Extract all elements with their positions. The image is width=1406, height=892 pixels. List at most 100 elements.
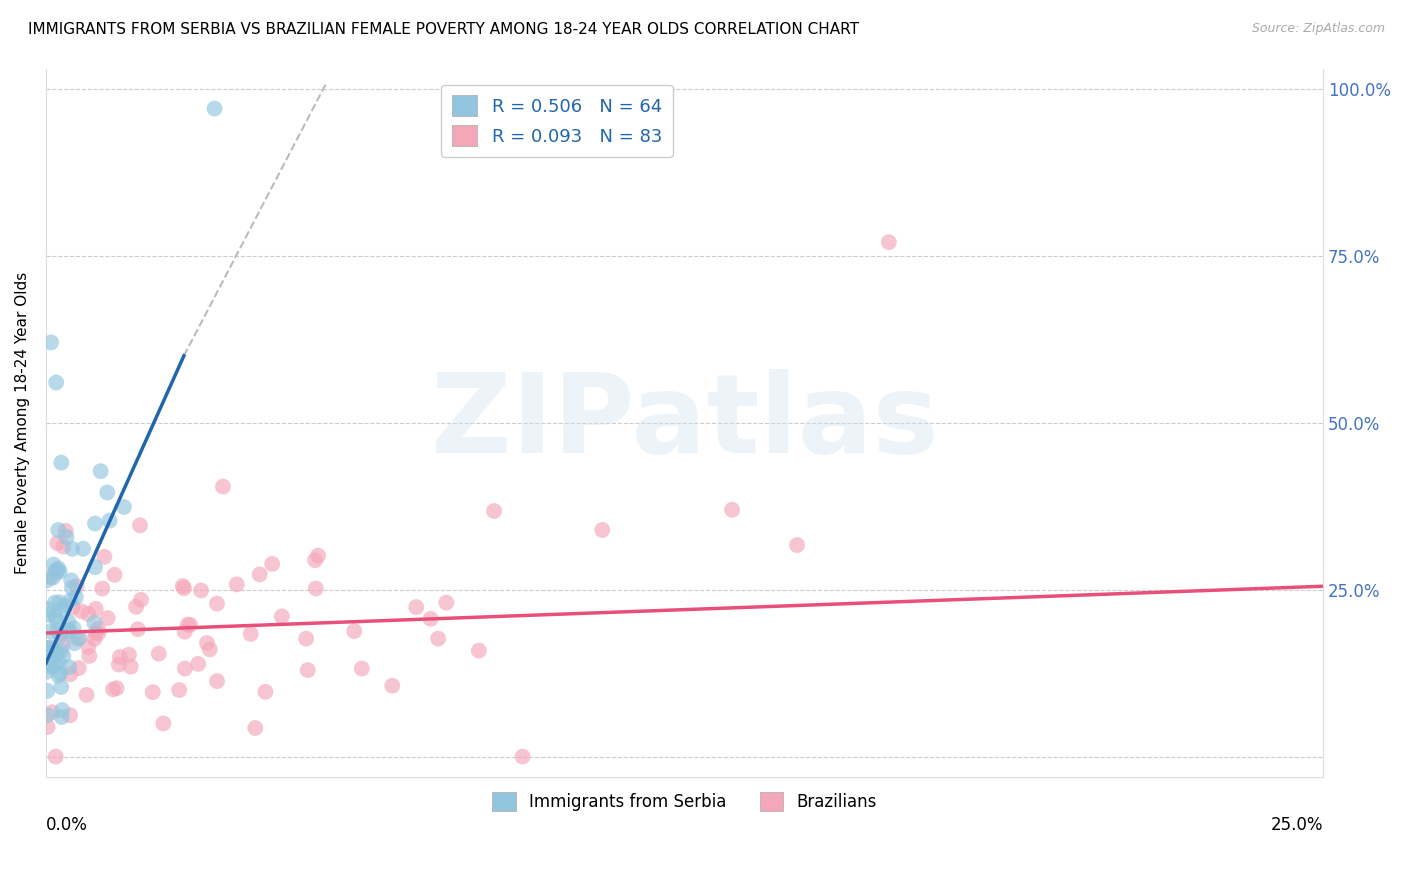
Point bbox=[58, 660, 80, 674]
Point bbox=[76, 688, 98, 702]
Point bbox=[427, 632, 450, 646]
Point bbox=[187, 657, 209, 671]
Point bbox=[98, 514, 121, 528]
Point bbox=[53, 599, 76, 613]
Point bbox=[177, 617, 200, 632]
Point bbox=[42, 571, 65, 585]
Point bbox=[262, 557, 284, 571]
Point bbox=[419, 612, 441, 626]
Point bbox=[44, 657, 66, 672]
Point bbox=[52, 540, 75, 554]
Point bbox=[79, 648, 101, 663]
Point bbox=[39, 640, 62, 654]
Point bbox=[129, 518, 152, 533]
Point bbox=[84, 626, 107, 640]
Point bbox=[59, 593, 82, 607]
Point bbox=[46, 523, 69, 537]
Point bbox=[167, 683, 190, 698]
Point bbox=[45, 648, 67, 663]
Point bbox=[591, 523, 613, 537]
Point bbox=[87, 622, 110, 636]
Point bbox=[297, 663, 319, 677]
Point bbox=[270, 609, 292, 624]
Point bbox=[39, 659, 62, 673]
Point bbox=[56, 624, 79, 638]
Point bbox=[62, 621, 84, 635]
Point bbox=[254, 684, 277, 698]
Point bbox=[37, 708, 59, 723]
Point bbox=[49, 666, 72, 681]
Point bbox=[195, 636, 218, 650]
Point bbox=[70, 604, 93, 618]
Point bbox=[101, 682, 124, 697]
Point bbox=[125, 599, 148, 614]
Point bbox=[35, 684, 58, 698]
Point bbox=[786, 538, 808, 552]
Point bbox=[512, 749, 534, 764]
Y-axis label: Female Poverty Among 18-24 Year Olds: Female Poverty Among 18-24 Year Olds bbox=[15, 271, 30, 574]
Point bbox=[37, 573, 59, 587]
Point bbox=[205, 674, 228, 689]
Point bbox=[59, 667, 82, 681]
Point bbox=[148, 647, 170, 661]
Point bbox=[93, 549, 115, 564]
Point bbox=[108, 650, 131, 665]
Point bbox=[190, 583, 212, 598]
Point bbox=[48, 595, 70, 609]
Point bbox=[35, 665, 58, 679]
Point bbox=[305, 582, 328, 596]
Point bbox=[77, 607, 100, 621]
Point bbox=[49, 627, 72, 641]
Point bbox=[96, 485, 118, 500]
Point bbox=[38, 607, 60, 622]
Point bbox=[84, 560, 107, 574]
Point bbox=[42, 642, 65, 657]
Point bbox=[67, 631, 90, 645]
Point bbox=[205, 597, 228, 611]
Point bbox=[343, 624, 366, 638]
Point bbox=[204, 102, 226, 116]
Point bbox=[63, 636, 86, 650]
Point bbox=[174, 662, 197, 676]
Legend: Immigrants from Serbia, Brazilians: Immigrants from Serbia, Brazilians bbox=[485, 785, 883, 818]
Point bbox=[39, 335, 62, 350]
Text: ZIPatlas: ZIPatlas bbox=[430, 369, 938, 476]
Point bbox=[118, 648, 141, 662]
Point bbox=[173, 624, 195, 639]
Point bbox=[249, 567, 271, 582]
Point bbox=[44, 563, 66, 577]
Point bbox=[225, 577, 247, 591]
Point bbox=[51, 456, 73, 470]
Point bbox=[105, 681, 128, 695]
Point bbox=[41, 644, 63, 658]
Point bbox=[37, 602, 59, 616]
Point bbox=[83, 632, 105, 646]
Point bbox=[46, 561, 69, 575]
Point bbox=[212, 479, 235, 493]
Point bbox=[45, 614, 67, 628]
Point bbox=[77, 640, 100, 654]
Point bbox=[877, 235, 900, 250]
Point bbox=[41, 660, 63, 674]
Point bbox=[62, 600, 84, 615]
Point bbox=[91, 582, 114, 596]
Point bbox=[179, 618, 201, 632]
Point bbox=[59, 708, 82, 723]
Point bbox=[405, 600, 427, 615]
Point bbox=[152, 716, 174, 731]
Point bbox=[112, 500, 135, 514]
Point bbox=[239, 627, 262, 641]
Point bbox=[350, 661, 373, 675]
Point bbox=[46, 536, 69, 550]
Point bbox=[103, 567, 125, 582]
Point bbox=[90, 464, 112, 478]
Text: Source: ZipAtlas.com: Source: ZipAtlas.com bbox=[1251, 22, 1385, 36]
Point bbox=[120, 659, 142, 673]
Point bbox=[66, 632, 89, 646]
Point bbox=[49, 644, 72, 658]
Point bbox=[58, 615, 80, 629]
Point bbox=[39, 624, 62, 639]
Text: IMMIGRANTS FROM SERBIA VS BRAZILIAN FEMALE POVERTY AMONG 18-24 YEAR OLDS CORRELA: IMMIGRANTS FROM SERBIA VS BRAZILIAN FEMA… bbox=[28, 22, 859, 37]
Point bbox=[41, 705, 63, 719]
Point bbox=[173, 581, 195, 595]
